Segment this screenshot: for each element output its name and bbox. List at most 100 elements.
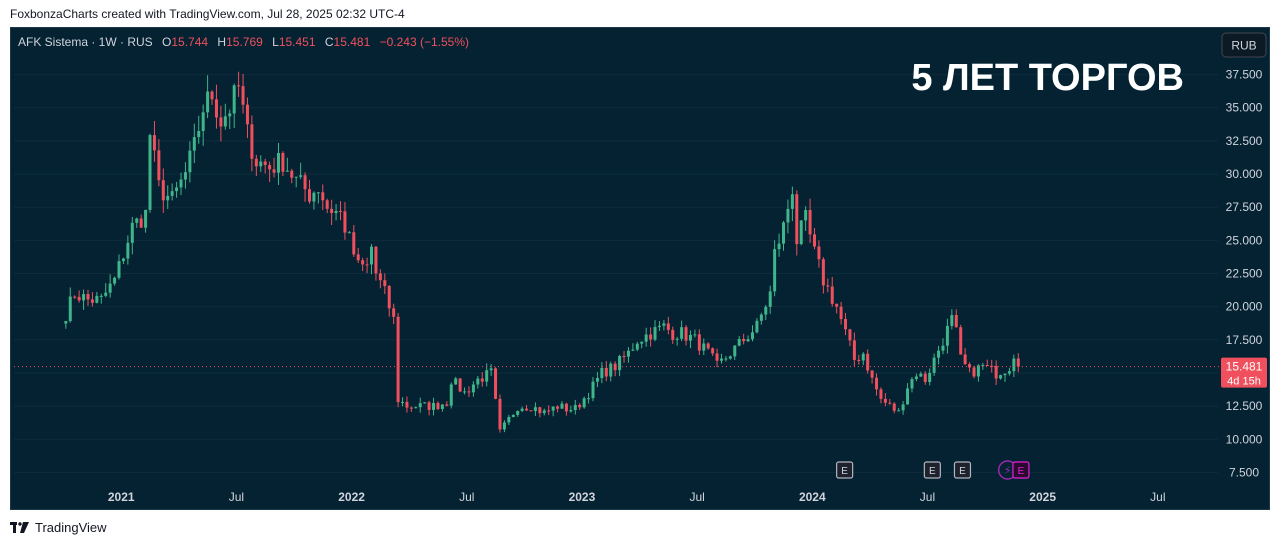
candle-body[interactable] (432, 402, 436, 410)
candle-body[interactable] (857, 359, 861, 361)
currency-button[interactable]: RUB (1221, 32, 1267, 58)
candle-body[interactable] (489, 368, 493, 371)
candle-body[interactable] (622, 356, 626, 358)
candle-body[interactable] (684, 327, 688, 341)
candle-body[interactable] (299, 175, 303, 177)
candle-body[interactable] (830, 286, 834, 304)
candle-body[interactable] (923, 373, 927, 383)
candle-body[interactable] (334, 210, 338, 214)
candle-body[interactable] (914, 376, 918, 380)
candle-body[interactable] (675, 338, 679, 340)
candle-body[interactable] (365, 264, 369, 266)
candle-body[interactable] (86, 294, 90, 300)
candle-body[interactable] (954, 315, 958, 328)
candle-body[interactable] (892, 403, 896, 411)
candle-body[interactable] (945, 325, 949, 346)
candle-body[interactable] (981, 365, 985, 367)
candle-body[interactable] (294, 176, 298, 178)
candle-body[interactable] (595, 378, 599, 382)
candle-body[interactable] (356, 254, 360, 261)
candle-body[interactable] (587, 398, 591, 400)
candle-body[interactable] (626, 350, 630, 357)
candle-body[interactable] (268, 164, 272, 170)
candle-body[interactable] (813, 234, 817, 247)
candle-body[interactable] (538, 407, 542, 414)
candle-body[interactable] (161, 180, 165, 201)
tradingview-brand[interactable]: TradingView (10, 520, 107, 535)
candle-body[interactable] (250, 124, 254, 159)
candle-body[interactable] (440, 404, 444, 410)
candle-body[interactable] (985, 365, 989, 367)
candle-body[interactable] (520, 408, 524, 411)
candle-body[interactable] (206, 91, 210, 113)
candle-body[interactable] (888, 402, 892, 404)
candle-body[interactable] (401, 401, 405, 403)
candle-body[interactable] (657, 325, 661, 328)
candle-body[interactable] (502, 422, 506, 430)
candle-body[interactable] (990, 365, 994, 367)
candle-body[interactable] (263, 161, 267, 165)
candle-body[interactable] (852, 340, 856, 360)
candle-body[interactable] (1007, 371, 1011, 374)
candle-body[interactable] (210, 91, 214, 100)
candle-body[interactable] (139, 218, 143, 228)
candle-body[interactable] (330, 208, 334, 214)
candle-body[interactable] (223, 116, 227, 127)
candle-body[interactable] (454, 378, 458, 385)
candle-body[interactable] (1016, 358, 1020, 367)
candle-body[interactable] (219, 117, 223, 127)
candle-body[interactable] (950, 315, 954, 326)
candle-body[interactable] (392, 308, 396, 317)
candle-body[interactable] (144, 209, 148, 228)
time-axis[interactable]: 2021 Jul 2022 Jul 2023 Jul 2024 Jul 2025 Jul (108, 490, 1166, 504)
candle-body[interactable] (507, 416, 511, 423)
candle-body[interactable] (560, 403, 564, 409)
candle-body[interactable] (471, 384, 475, 393)
candle-body[interactable] (875, 377, 879, 390)
candle-body[interactable] (405, 401, 409, 408)
candle-body[interactable] (928, 372, 932, 383)
candle-body[interactable] (458, 378, 462, 392)
candle-body[interactable] (232, 85, 236, 114)
candle-body[interactable] (157, 150, 161, 181)
candle-body[interactable] (135, 218, 139, 223)
candle-body[interactable] (427, 402, 431, 410)
candle-body[interactable] (387, 286, 391, 309)
candle-body[interactable] (976, 365, 980, 377)
candle-body[interactable] (228, 113, 232, 117)
candle-body[interactable] (316, 192, 320, 194)
event-markers[interactable]: DEEE⚡E (11, 460, 1030, 480)
candle-body[interactable] (999, 375, 1003, 379)
candle-body[interactable] (688, 334, 692, 341)
candle-body[interactable] (245, 104, 249, 125)
candle-body[interactable] (383, 280, 387, 287)
candle-body[interactable] (906, 388, 910, 405)
candle-body[interactable] (808, 210, 812, 235)
candle-body[interactable] (374, 246, 378, 274)
candle-body[interactable] (68, 296, 72, 322)
candle-body[interactable] (396, 316, 400, 403)
candle-body[interactable] (773, 249, 777, 292)
candle-body[interactable] (653, 327, 657, 340)
candle-body[interactable] (848, 329, 852, 341)
candle-body[interactable] (759, 314, 763, 321)
candle-body[interactable] (901, 404, 905, 411)
price-axis[interactable]: 7.50010.00012.50015.00017.50020.00022.50… (1226, 68, 1263, 480)
candle-body[interactable] (600, 367, 604, 379)
candle-body[interactable] (95, 295, 99, 303)
candle-body[interactable] (693, 334, 697, 336)
candle-body[interactable] (378, 273, 382, 281)
candle-body[interactable] (861, 353, 865, 361)
candle-body[interactable] (631, 349, 635, 351)
candle-body[interactable] (254, 158, 258, 167)
candle-body[interactable] (640, 341, 644, 344)
candle-body[interactable] (556, 406, 560, 409)
candle-body[interactable] (1003, 373, 1007, 376)
candle-body[interactable] (711, 348, 715, 354)
candle-body[interactable] (104, 292, 108, 296)
candle-body[interactable] (680, 327, 684, 339)
candle-body[interactable] (197, 131, 201, 138)
candle-body[interactable] (498, 398, 502, 430)
candle-body[interactable] (733, 345, 737, 357)
candle-body[interactable] (516, 410, 520, 415)
